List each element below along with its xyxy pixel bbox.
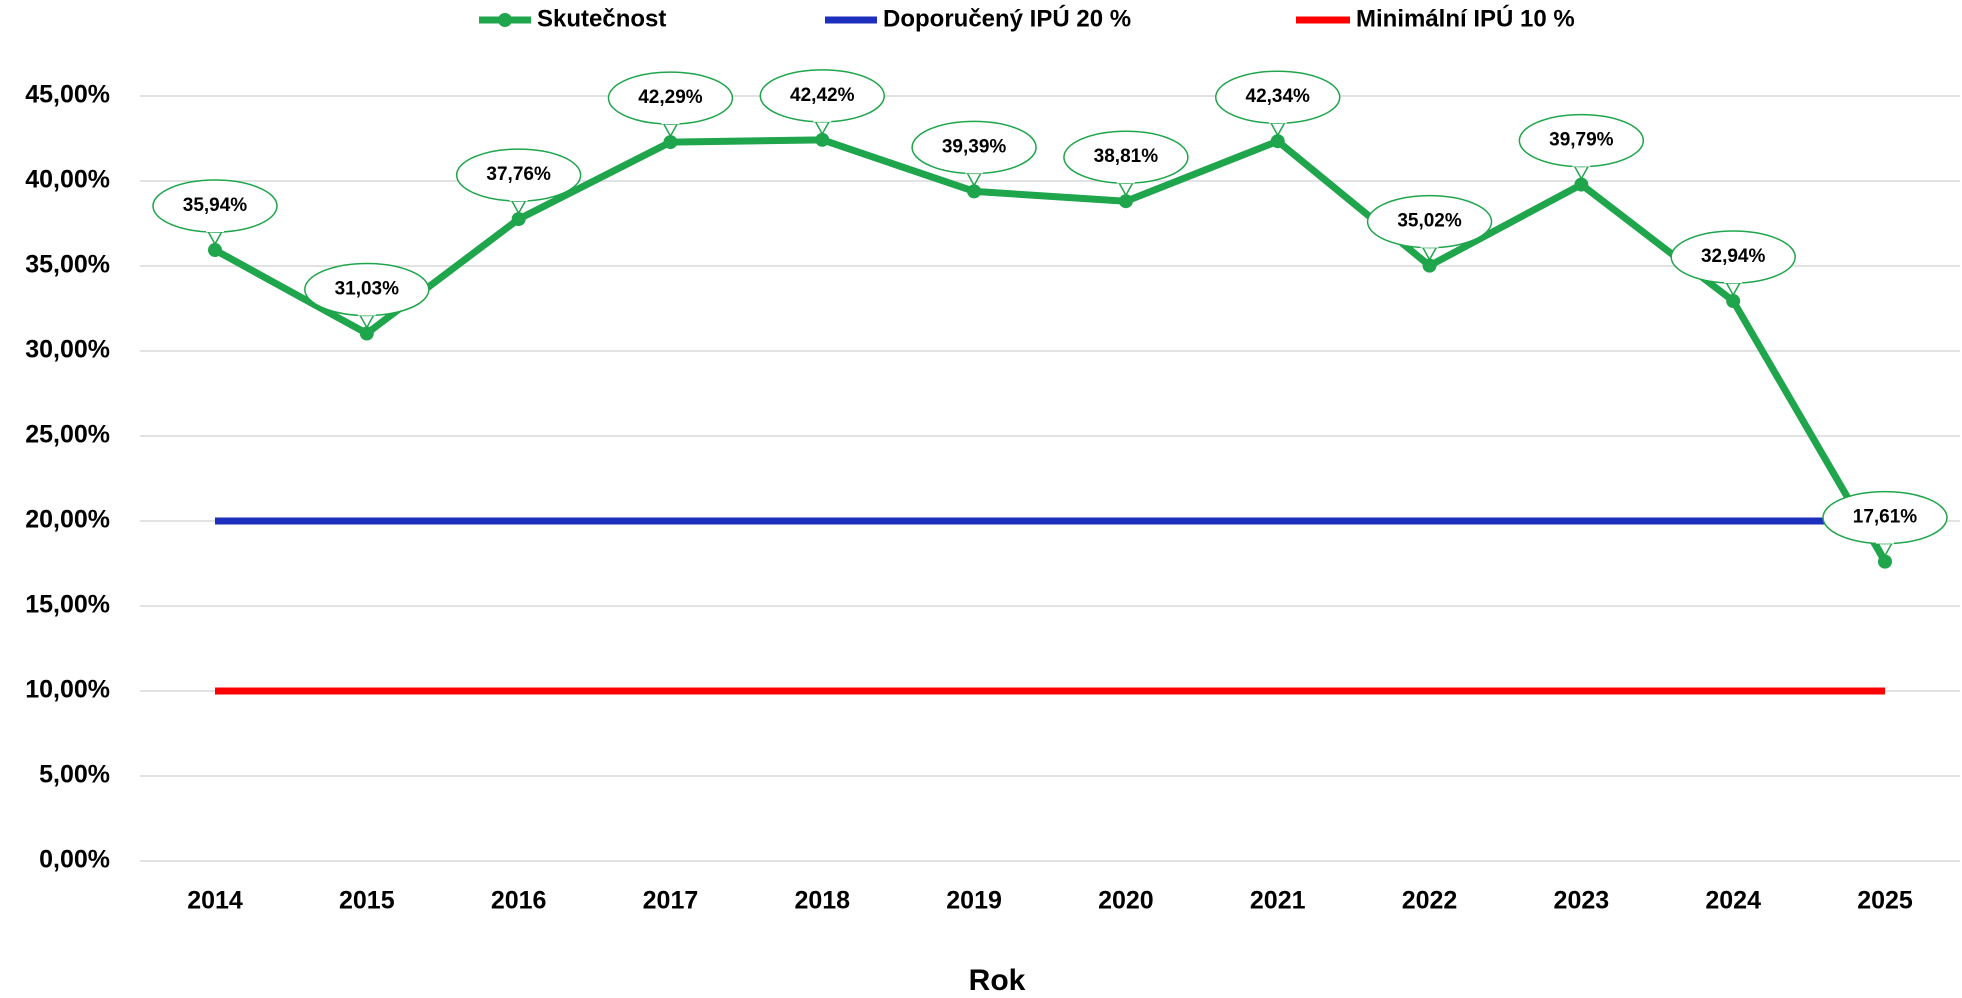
x-tick-label: 2020 <box>1098 887 1154 915</box>
x-tick-label: 2017 <box>643 887 699 915</box>
x-tick-label: 2023 <box>1554 887 1610 915</box>
callout-cover <box>357 305 376 316</box>
callout-cover <box>1876 533 1894 544</box>
x-tick-label: 2014 <box>187 887 243 915</box>
x-tick-label: 2022 <box>1402 887 1458 915</box>
x-tick-label: 2018 <box>794 887 850 915</box>
point-marker <box>359 326 374 341</box>
data-label: 35,02% <box>1397 211 1462 232</box>
data-label: 38,81% <box>1094 146 1159 167</box>
x-tick-label: 2015 <box>339 887 395 915</box>
data-label: 17,61% <box>1853 507 1918 528</box>
point-marker <box>511 212 526 227</box>
data-label: 39,39% <box>942 136 1007 157</box>
data-label: 42,34% <box>1246 86 1311 107</box>
point-marker <box>1422 258 1437 273</box>
data-label: 39,79% <box>1549 130 1614 151</box>
x-tick-label: 2025 <box>1857 887 1913 915</box>
y-tick-label: 20,00% <box>25 506 110 534</box>
point-marker <box>815 132 830 147</box>
y-tick-label: 35,00% <box>25 251 110 279</box>
point-marker <box>663 135 678 150</box>
y-tick-label: 5,00% <box>39 761 110 789</box>
point-marker <box>967 184 982 199</box>
point-marker <box>208 243 222 258</box>
data-label: 35,94% <box>183 195 248 216</box>
data-label: 31,03% <box>335 279 400 300</box>
y-tick-label: 25,00% <box>25 421 110 449</box>
callout-cover <box>1572 156 1591 167</box>
data-label: 42,29% <box>638 87 703 108</box>
point-marker <box>1118 194 1133 209</box>
data-label: 42,42% <box>790 85 855 106</box>
data-label: 37,76% <box>486 164 551 185</box>
callout-cover <box>509 191 528 202</box>
y-tick-label: 40,00% <box>25 166 110 194</box>
y-tick-label: 15,00% <box>25 591 110 619</box>
x-tick-label: 2019 <box>946 887 1002 915</box>
legend-marker <box>498 13 512 27</box>
legend-label: Minimální IPÚ 10 % <box>1356 4 1575 32</box>
point-marker <box>1270 134 1285 149</box>
callout-cover <box>1420 237 1439 248</box>
callout-cover <box>813 111 832 122</box>
y-tick-label: 10,00% <box>25 676 110 704</box>
callout-cover <box>1268 113 1287 124</box>
point-marker <box>1878 554 1892 569</box>
callout-cover <box>1724 273 1743 284</box>
data-label: 32,94% <box>1701 246 1766 267</box>
x-tick-label: 2016 <box>491 887 547 915</box>
legend-label: Doporučený IPÚ 20 % <box>883 4 1131 32</box>
y-tick-label: 0,00% <box>39 846 110 874</box>
callout-cover <box>661 114 680 125</box>
callout-cover <box>206 222 224 233</box>
x-tick-label: 2021 <box>1250 887 1306 915</box>
callout-cover <box>965 163 984 174</box>
point-marker <box>1574 177 1589 192</box>
callout-cover <box>1116 173 1135 184</box>
x-axis-label: Rok <box>969 964 1026 997</box>
legend-label: Skutečnost <box>537 5 666 32</box>
point-marker <box>1726 294 1741 309</box>
y-tick-label: 30,00% <box>25 336 110 364</box>
series-line <box>213 136 1889 564</box>
x-tick-label: 2024 <box>1705 887 1761 915</box>
y-tick-label: 45,00% <box>25 81 110 109</box>
